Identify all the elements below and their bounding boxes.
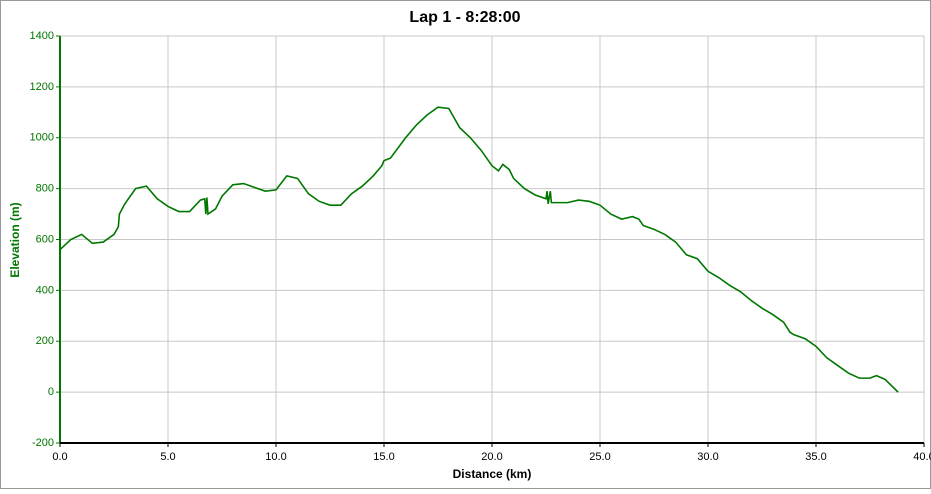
y-tick-label: 600 bbox=[36, 233, 54, 245]
y-tick-label: 200 bbox=[36, 335, 54, 347]
x-tick-label: 35.0 bbox=[805, 451, 826, 463]
y-tick-label: 1000 bbox=[30, 132, 54, 144]
y-tick-label: 800 bbox=[36, 183, 54, 195]
chart-title: Lap 1 - 8:28:00 bbox=[409, 9, 520, 26]
x-tick-label: 40.0 bbox=[913, 451, 931, 463]
x-tick-label: 25.0 bbox=[589, 451, 610, 463]
x-tick-label: 0.0 bbox=[52, 451, 67, 463]
x-tick-label: 30.0 bbox=[697, 451, 718, 463]
y-axis-label: Elevation (m) bbox=[8, 202, 22, 277]
y-tick-label: 400 bbox=[36, 284, 54, 296]
y-tick-label: 1200 bbox=[30, 81, 54, 93]
x-tick-label: 15.0 bbox=[373, 451, 394, 463]
elevation-line bbox=[59, 106, 899, 393]
x-tick-label: 20.0 bbox=[481, 451, 502, 463]
x-tick-label: 10.0 bbox=[265, 451, 286, 463]
x-axis-label: Distance (km) bbox=[453, 467, 532, 481]
y-tick-label: -200 bbox=[32, 437, 54, 449]
x-tick-label: 5.0 bbox=[160, 451, 175, 463]
y-tick-label: 0 bbox=[48, 386, 54, 398]
y-tick-label: 1400 bbox=[30, 30, 54, 42]
